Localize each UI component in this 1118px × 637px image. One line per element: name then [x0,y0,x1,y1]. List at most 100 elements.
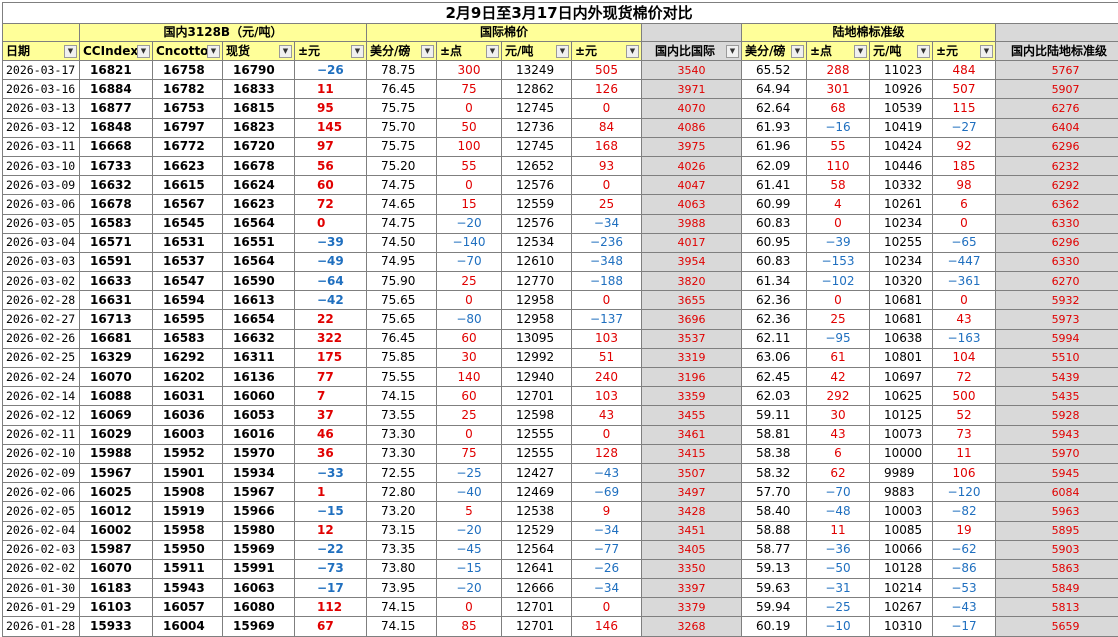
table-cell[interactable]: 103 [572,329,642,348]
table-cell[interactable]: 5439 [996,368,1118,387]
table-cell[interactable]: 16567 [153,195,223,214]
table-cell[interactable]: 5767 [996,61,1118,80]
table-cell[interactable]: 62.09 [742,156,807,175]
table-cell[interactable]: 5943 [996,425,1118,444]
table-cell[interactable]: 3537 [642,329,742,348]
table-cell[interactable]: 4063 [642,195,742,214]
table-cell[interactable]: 77 [295,368,367,387]
table-cell[interactable]: 9989 [870,463,933,482]
table-cell[interactable]: 301 [807,80,870,99]
table-cell[interactable]: 12610 [502,252,572,271]
table-cell[interactable]: 5973 [996,310,1118,329]
table-cell[interactable]: 22 [295,310,367,329]
table-cell[interactable]: 6296 [996,137,1118,156]
table-cell[interactable]: 75.75 [367,137,437,156]
table-cell[interactable]: 5932 [996,291,1118,310]
table-cell[interactable]: 11023 [870,61,933,80]
table-cell[interactable]: 57.70 [742,483,807,502]
table-cell[interactable]: 10261 [870,195,933,214]
table-cell[interactable]: 76.45 [367,80,437,99]
table-cell[interactable]: −15 [437,559,502,578]
table-cell[interactable]: 9883 [870,483,933,502]
filter-dropdown-icon[interactable]: ▼ [917,45,930,58]
table-cell[interactable]: −42 [295,291,367,310]
table-cell[interactable]: 3196 [642,368,742,387]
table-cell[interactable]: 10085 [870,521,933,540]
table-cell[interactable]: 3497 [642,483,742,502]
table-cell[interactable]: 112 [295,598,367,617]
table-cell[interactable]: 12666 [502,579,572,598]
table-cell[interactable]: 60 [295,176,367,195]
table-cell[interactable]: 5510 [996,348,1118,367]
table-cell[interactable]: 0 [807,214,870,233]
table-cell[interactable]: −45 [437,540,502,559]
table-cell[interactable]: 61.93 [742,118,807,137]
table-cell[interactable]: 185 [933,156,996,175]
table-cell[interactable]: 10073 [870,425,933,444]
table-cell[interactable]: 75.65 [367,291,437,310]
table-cell[interactable]: 16678 [80,195,153,214]
table-cell[interactable]: 61 [807,348,870,367]
table-cell[interactable]: −20 [437,579,502,598]
table-cell[interactable]: 10310 [870,617,933,636]
table-cell[interactable]: 58.32 [742,463,807,482]
filter-dropdown-icon[interactable]: ▼ [486,45,499,58]
table-cell[interactable]: 15943 [153,579,223,598]
table-cell[interactable]: −70 [807,483,870,502]
table-cell[interactable]: 2026-03-11 [3,137,80,156]
table-cell[interactable]: 16547 [153,272,223,291]
table-cell[interactable]: 13249 [502,61,572,80]
table-cell[interactable]: 62.36 [742,310,807,329]
table-cell[interactable]: 3379 [642,598,742,617]
table-cell[interactable]: 10255 [870,233,933,252]
table-cell[interactable]: 300 [437,61,502,80]
table-cell[interactable]: 72.80 [367,483,437,502]
table-cell[interactable]: 16202 [153,368,223,387]
table-cell[interactable]: 103 [572,387,642,406]
table-cell[interactable]: 168 [572,137,642,156]
table-cell[interactable]: 0 [437,425,502,444]
table-cell[interactable]: 74.50 [367,233,437,252]
table-cell[interactable]: 6084 [996,483,1118,502]
table-cell[interactable]: 16537 [153,252,223,271]
table-cell[interactable]: 6404 [996,118,1118,137]
table-cell[interactable]: 12745 [502,137,572,156]
table-cell[interactable]: 16564 [223,252,295,271]
table-cell[interactable]: 73.15 [367,521,437,540]
table-cell[interactable]: 16631 [80,291,153,310]
table-cell[interactable]: 100 [437,137,502,156]
table-cell[interactable]: 72.55 [367,463,437,482]
table-cell[interactable]: 2026-02-28 [3,291,80,310]
table-cell[interactable]: 2026-02-03 [3,540,80,559]
table-cell[interactable]: 16545 [153,214,223,233]
table-cell[interactable]: 3319 [642,348,742,367]
table-cell[interactable]: 3954 [642,252,742,271]
table-cell[interactable]: 6330 [996,252,1118,271]
table-cell[interactable]: −16 [807,118,870,137]
table-cell[interactable]: 10697 [870,368,933,387]
table-cell[interactable]: 15987 [80,540,153,559]
table-cell[interactable]: 5994 [996,329,1118,348]
table-cell[interactable]: 75.65 [367,310,437,329]
table-cell[interactable]: 10419 [870,118,933,137]
table-cell[interactable]: 10128 [870,559,933,578]
table-cell[interactable]: 84 [572,118,642,137]
table-cell[interactable]: 0 [295,214,367,233]
table-cell[interactable]: 2026-02-12 [3,406,80,425]
table-cell[interactable]: 12652 [502,156,572,175]
filter-dropdown-icon[interactable]: ▼ [854,45,867,58]
table-cell[interactable]: 2026-02-09 [3,463,80,482]
table-cell[interactable]: −53 [933,579,996,598]
table-cell[interactable]: 75 [437,444,502,463]
table-cell[interactable]: 5945 [996,463,1118,482]
table-cell[interactable]: 12559 [502,195,572,214]
table-cell[interactable]: 1 [295,483,367,502]
table-cell[interactable]: 60 [437,387,502,406]
table-cell[interactable]: 288 [807,61,870,80]
table-cell[interactable]: 2026-03-13 [3,99,80,118]
table-cell[interactable]: 5907 [996,80,1118,99]
table-cell[interactable]: 12701 [502,387,572,406]
table-cell[interactable]: 3455 [642,406,742,425]
table-cell[interactable]: 60.99 [742,195,807,214]
table-cell[interactable]: 292 [807,387,870,406]
